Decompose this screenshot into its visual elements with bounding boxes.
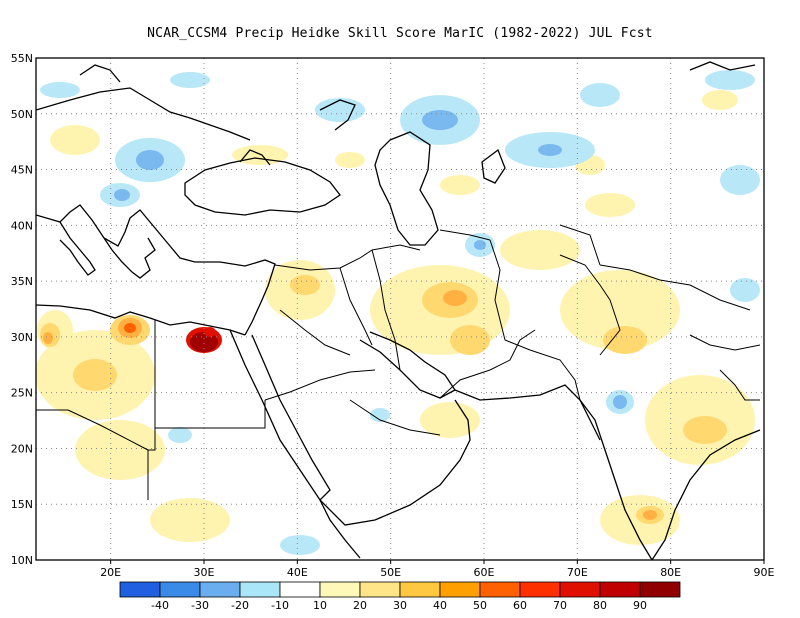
- skill-shading: [36, 58, 764, 560]
- lat-tick-label: 35N: [11, 275, 33, 288]
- colorbar-label: 30: [393, 599, 407, 612]
- map-frame: [35, 57, 765, 561]
- lat-tick-label: 30N: [11, 331, 33, 344]
- colorbar-swatch: [559, 581, 601, 598]
- colorbar-label: 20: [353, 599, 367, 612]
- lon-tick-label: 60E: [474, 566, 495, 579]
- lon-tick-label: 50E: [380, 566, 401, 579]
- lat-tick-label: 15N: [11, 498, 33, 511]
- chart-title: NCAR_CCSM4 Precip Heidke Skill Score Mar…: [147, 26, 653, 41]
- colorbar-swatch: [119, 581, 161, 598]
- lon-tick-label: 30E: [194, 566, 215, 579]
- longitude-labels: 20E 30E 40E 50E 60E 70E 80E 90E: [100, 566, 774, 579]
- lat-tick-label: 55N: [11, 52, 33, 65]
- colorbar-label: 70: [553, 599, 567, 612]
- colorbar-label: 60: [513, 599, 527, 612]
- lat-tick-label: 10N: [11, 554, 33, 567]
- lat-tick-label: 40N: [11, 219, 33, 232]
- colorbar-label: -30: [191, 599, 209, 612]
- colorbar-label: 90: [633, 599, 647, 612]
- lon-tick-label: 40E: [287, 566, 308, 579]
- lat-tick-label: 45N: [11, 164, 33, 177]
- colorbar-swatch: [479, 581, 521, 598]
- colorbar-swatch: [519, 581, 561, 598]
- lat-tick-label: 50N: [11, 108, 33, 121]
- colorbar-swatch: [239, 581, 281, 598]
- colorbar-swatch: [399, 581, 441, 598]
- colorbar-label: 80: [593, 599, 607, 612]
- borders: [36, 224, 761, 500]
- coastlines: [36, 61, 761, 560]
- colorbar-swatch: [279, 581, 321, 598]
- colorbar-swatch: [599, 581, 641, 598]
- lat-tick-label: 25N: [11, 387, 33, 400]
- colorbar-label: 40: [433, 599, 447, 612]
- colorbar-swatch: [359, 581, 401, 598]
- colorbar-swatch: [639, 581, 681, 598]
- lon-tick-label: 90E: [754, 566, 775, 579]
- lat-tick-label: 20N: [11, 442, 33, 455]
- colorbar-swatch: [319, 581, 361, 598]
- lon-tick-label: 80E: [660, 566, 681, 579]
- colorbar-labels: -40 -30 -20 -10 10 20 30 40 50 60 70 80 90: [151, 599, 647, 612]
- colorbar: [119, 581, 681, 598]
- lon-tick-label: 70E: [567, 566, 588, 579]
- graticule: [36, 58, 764, 560]
- colorbar-label: -10: [271, 599, 289, 612]
- colorbar-label: -40: [151, 599, 169, 612]
- colorbar-swatch: [159, 581, 201, 598]
- colorbar-label: 10: [313, 599, 327, 612]
- colorbar-label: 50: [473, 599, 487, 612]
- latitude-labels: 55N 50N 45N 40N 35N 30N 25N 20N 15N 10N: [11, 52, 33, 567]
- colorbar-label: -20: [231, 599, 249, 612]
- lon-tick-label: 20E: [100, 566, 121, 579]
- colorbar-swatch: [199, 581, 241, 598]
- colorbar-swatch: [439, 581, 481, 598]
